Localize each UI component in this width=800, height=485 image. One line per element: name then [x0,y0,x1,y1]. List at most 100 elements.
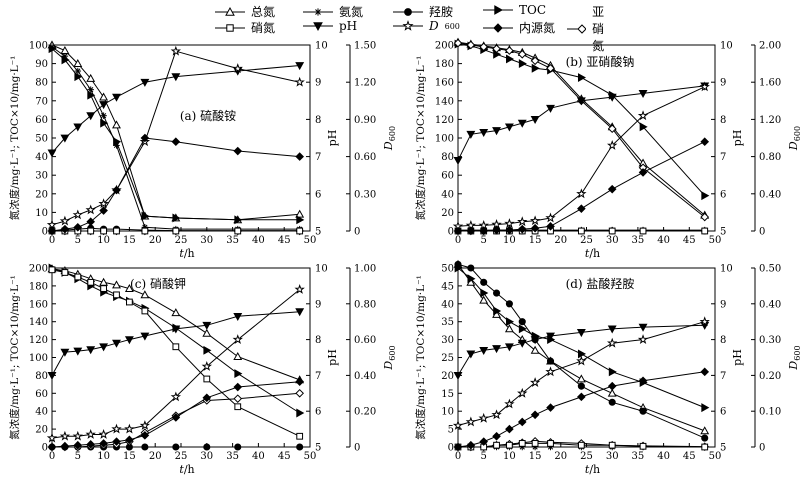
series-nitrite [453,38,710,222]
series-line-endo [51,137,300,232]
data-point-ph [607,93,617,102]
data-point-ph [47,149,57,158]
data-point-od [124,423,135,434]
data-point-od [72,430,83,441]
panel-c: 0 5 10 15 20 25 30 35 40 45 50t/h02040608010012014… [8,264,397,477]
data-point-ph [99,343,109,352]
data-point-ph [171,73,181,82]
data-point-ph [576,97,586,106]
data-point-toc [518,324,527,334]
data-point-toc [74,72,83,82]
x-tick-label: 50 [709,235,722,246]
od-tick-label: 0.20 [759,371,781,382]
ph-tick-label: 9 [720,78,726,89]
data-point-endo [112,185,121,195]
data-point-endo [171,413,181,422]
data-point-tn [124,283,134,292]
data-point-endo [517,224,527,234]
data-point-toc [467,274,476,284]
y-left-tick-label: 200 [435,41,454,52]
data-point-nitrate [113,291,120,299]
y-left-tick-label: 0 [448,227,454,238]
y-left-axis-label: 氮浓度/mg·L⁻¹; TOC×10/mg·L⁻¹ [414,56,427,221]
od-tick-label: 0.50 [759,264,781,275]
data-point-endo [638,168,648,177]
plot-frame [457,44,716,232]
panel-title: (d) 盐酸羟胺 [566,276,635,291]
legend-label-sub-od: 600 [444,21,460,31]
x-tick-label: 25 [175,451,188,462]
ph-tick-label: 5 [315,443,321,454]
legend-item-tn: 总氮 [215,3,275,20]
y-left-tick-label: 25 [441,353,454,364]
data-point-ha [577,382,585,390]
od-tick-label: 0.40 [759,299,781,310]
y-left-tick-label: 80 [441,152,454,163]
data-point-endo [453,442,463,452]
od-axis-label: D600 [787,345,800,370]
data-point-ha [518,318,526,326]
data-point-ha [608,398,616,406]
series-endo [453,137,710,236]
od-axis-label-main: D [787,141,800,151]
y-left-tick-label: 45 [441,281,454,292]
x-axis-label-var: t [585,463,590,476]
legend-symbol-endo [483,22,513,33]
ph-tick-label: 9 [720,299,726,310]
data-point-ph [546,104,555,113]
data-point-tn [99,277,109,286]
data-point-nitrate [639,227,647,235]
data-point-ph [479,346,489,355]
x-tick-label: 25 [175,235,188,246]
data-point-toc [234,215,243,225]
data-point-ph [99,101,109,110]
data-point-toc [506,54,515,64]
data-point-ha [505,300,513,308]
data-point-tn [112,280,121,289]
data-point-ha [480,278,488,286]
data-point-ph [73,347,83,356]
series-line-toc [51,48,300,221]
data-point-tn [530,345,540,354]
data-point-toc [61,55,70,65]
data-point-ph [492,127,501,136]
data-point-nitrite [479,42,489,52]
y-left-tick-label: 10 [35,208,48,219]
od-axis-label-sub: 600 [793,126,800,141]
od-axis-label-sub: 600 [388,126,397,141]
data-point-ph [504,343,514,352]
legend-symbol-amm [303,7,333,16]
data-point-od [491,409,502,420]
y-left-tick-label: 160 [29,299,48,310]
y-left-tick-label: 0 [42,227,48,238]
data-point-nitrite [492,44,501,54]
data-point-endo [479,226,489,236]
y-left-tick-label: 160 [435,78,454,89]
od-tick-label: 0 [354,227,360,238]
data-point-toc [701,403,710,413]
data-point-nitrate [48,266,56,274]
data-point-nitrate [608,441,616,449]
x-tick-label: 0 [49,235,55,246]
x-tick-label: 10 [503,451,516,462]
data-point-toc [639,122,648,132]
data-point-ph [202,321,212,330]
x-tick-label: 20 [149,235,162,246]
data-point-od [46,219,58,230]
od-tick-label: 1.00 [354,264,376,275]
y-left-tick-label: 120 [435,115,454,126]
data-point-tn [73,58,83,67]
data-point-tn [576,374,586,383]
data-point-od [637,110,649,121]
series-line-nitrate [51,269,300,437]
data-point-od [607,139,618,150]
data-point-od [294,284,305,294]
data-point-od [139,420,151,430]
data-point-tn [140,290,150,299]
legend-item-ha: 羟胺 [393,3,453,20]
data-point-nitrite [530,56,540,66]
data-point-endo [607,184,617,194]
data-point-tn [60,45,70,54]
x-tick-label: 50 [304,235,317,246]
legend-item-od: D 600 [393,19,460,33]
